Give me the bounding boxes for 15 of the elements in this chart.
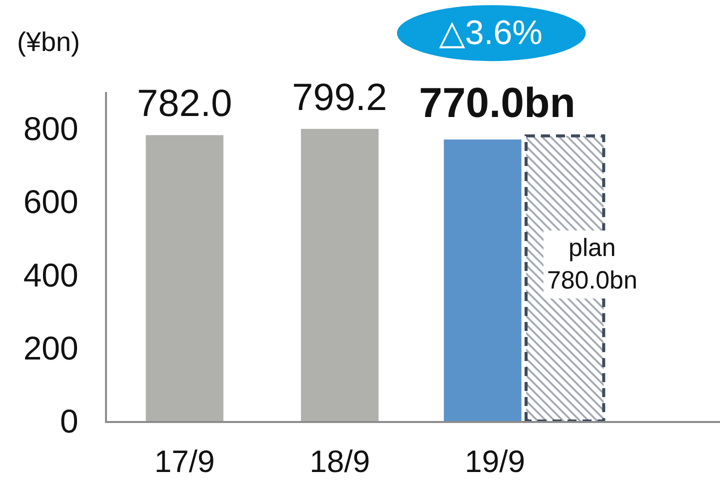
- data-label: 799.2: [292, 77, 388, 119]
- y-axis-title: (¥bn): [17, 27, 80, 57]
- y-tick-label: 200: [23, 329, 78, 366]
- text: △3.6%: [439, 14, 542, 52]
- series-label: plan: [568, 234, 616, 262]
- y-tick-label: 0: [60, 402, 78, 440]
- y-tick-label: 800: [23, 110, 78, 148]
- x-tick-label: 17/9: [154, 444, 215, 480]
- data-label: 780.0bn: [547, 266, 638, 294]
- data-label: 782.0: [137, 83, 232, 125]
- y-tick-label: 600: [23, 183, 78, 220]
- data-label: 770.0bn: [419, 79, 576, 126]
- y-tick-label: 400: [23, 256, 78, 294]
- x-tick-label: 18/9: [310, 444, 370, 480]
- x-tick-label: 19/9: [464, 444, 526, 480]
